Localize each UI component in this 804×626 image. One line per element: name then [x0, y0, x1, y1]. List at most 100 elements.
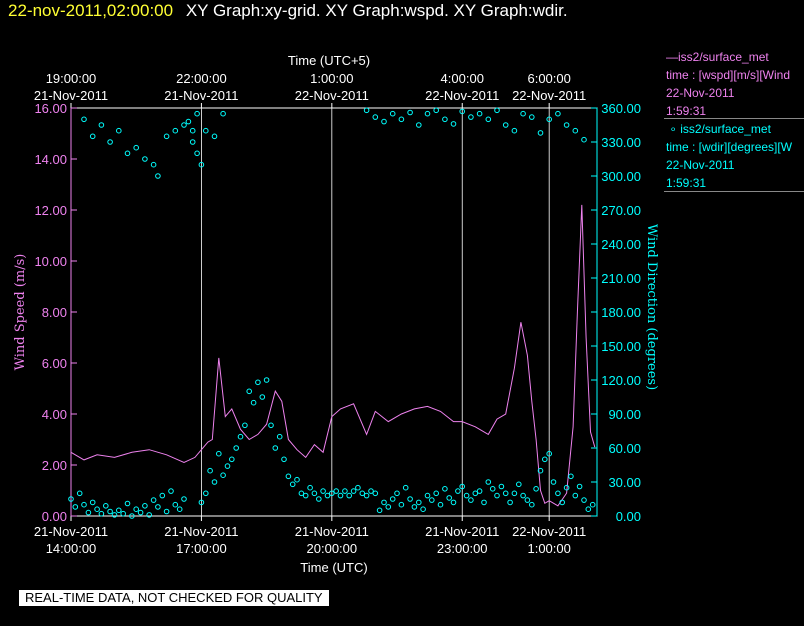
legend-wdir-name: ∘ iss2/surface_met [669, 122, 771, 136]
x-top-tick-label-time: 6:00:00 [527, 71, 570, 86]
wind-direction-point [389, 110, 396, 117]
y-right-tick-label: 270.00 [601, 203, 641, 218]
circle-marker-icon: ∘ [669, 122, 677, 136]
y-left-axis-title: Wind Speed (m/s) [13, 254, 28, 371]
wind-direction-point [394, 490, 400, 497]
wind-direction-point [511, 127, 518, 134]
wind-direction-point [537, 130, 544, 136]
x-top-tick-label-date: 21-Nov-2011 [34, 88, 108, 103]
x-tick-label-date: 21-Nov-2011 [295, 524, 369, 539]
wind-direction-point [485, 479, 492, 485]
wind-direction-point [146, 512, 152, 518]
y-left-tick-label: 2.00 [42, 458, 67, 473]
x-tick-label-time: 14:00:00 [46, 541, 97, 556]
wind-direction-point [242, 422, 248, 429]
x-tick-label-date: 21-Nov-2011 [164, 524, 238, 539]
wind-direction-point [176, 506, 183, 513]
wind-direction-point [229, 456, 235, 463]
wind-direction-point [285, 473, 292, 480]
wind-direction-point [337, 492, 344, 499]
y-left-tick-label: 4.00 [42, 407, 67, 422]
wind-direction-point [302, 492, 309, 499]
wind-direction-point [150, 161, 157, 168]
x-top-tick-label-time: 4:00:00 [441, 71, 484, 86]
legend-entry-wspd: —iss2/surface_met time : [wspd][m/s][Win… [666, 48, 804, 120]
wind-direction-point [163, 508, 170, 515]
wind-direction-point [185, 118, 192, 125]
wind-direction-point [568, 473, 574, 480]
wind-direction-point [581, 497, 587, 503]
wind-direction-point [442, 116, 448, 123]
wind-direction-point [372, 114, 379, 120]
wind-direction-point [294, 476, 300, 483]
y-right-tick-label: 120.00 [601, 373, 641, 388]
legend-wspd-name: —iss2/surface_met [666, 50, 769, 64]
x-top-tick-label-time: 19:00:00 [46, 71, 97, 86]
wind-direction-point [585, 506, 592, 513]
wind-direction-point [68, 496, 74, 502]
legend-wspd-time: 1:59:31 [666, 104, 707, 118]
wind-direction-point [476, 110, 483, 117]
legend-wdir-var: time : [wdir][degrees][W [666, 140, 793, 154]
quality-disclaimer: REAL-TIME DATA, NOT CHECKED FOR QUALITY [19, 590, 329, 606]
wind-direction-point [298, 490, 305, 497]
x-tick-label-date: 21-Nov-2011 [34, 524, 108, 539]
wind-direction-point [316, 496, 322, 502]
graph-header: 22-nov-2011,02:00:00 XY Graph:xy-grid. X… [8, 1, 568, 21]
wind-direction-point [181, 496, 187, 502]
wind-direction-point [181, 122, 187, 128]
wind-direction-point [142, 503, 148, 509]
wind-direction-point [124, 150, 131, 157]
wind-direction-point [320, 488, 326, 494]
wind-direction-point [311, 490, 318, 497]
timestamp: 22-nov-2011,02:00:00 [8, 1, 174, 20]
wind-direction-point [76, 490, 83, 497]
wind-direction-point [116, 127, 122, 134]
wind-direction-point [529, 114, 535, 120]
wind-direction-point [233, 445, 239, 451]
wind-direction-point [433, 490, 440, 497]
wind-direction-point [450, 499, 457, 506]
wind-direction-point [533, 486, 539, 492]
wind-direction-point [276, 433, 283, 440]
wind-direction-point [237, 433, 244, 440]
wind-direction-point [107, 508, 113, 515]
wind-direction-point [363, 492, 370, 499]
wind-direction-point [507, 499, 513, 506]
y-left-tick-label: 0.00 [42, 509, 67, 524]
wind-direction-point [207, 467, 213, 474]
x-tick-label-time: 23:00:00 [437, 541, 488, 556]
wind-direction-point [111, 512, 118, 518]
wind-direction-point [198, 499, 205, 506]
wind-direction-point [420, 506, 426, 513]
wind-direction-point [272, 445, 279, 451]
wind-direction-point [246, 388, 252, 395]
wind-direction-point [194, 150, 200, 157]
wind-direction-point [550, 479, 557, 485]
wind-direction-point [476, 488, 483, 494]
wind-direction-point [124, 500, 131, 507]
y-right-tick-label: 210.00 [601, 271, 641, 286]
wind-direction-point [220, 110, 226, 117]
wind-direction-point [103, 503, 109, 509]
wind-direction-point [172, 127, 179, 134]
wind-direction-point [142, 156, 148, 162]
wind-direction-point [85, 509, 92, 516]
y-left-tick-label: 8.00 [42, 305, 67, 320]
wind-direction-point [542, 456, 548, 463]
y-right-tick-label: 360.00 [601, 101, 641, 116]
wind-direction-point [216, 450, 222, 457]
wind-direction-point [163, 133, 170, 140]
x-axis-title-top: Time (UTC+5) [288, 53, 370, 68]
wind-direction-point [385, 504, 392, 510]
wind-direction-point [424, 492, 431, 499]
wind-direction-point [324, 492, 331, 499]
y-right-tick-label: 240.00 [601, 237, 641, 252]
wind-direction-point [424, 110, 431, 117]
x-tick-label-time: 20:00:00 [307, 541, 358, 556]
wind-direction-point [524, 497, 531, 503]
wind-direction-point [555, 110, 561, 117]
wind-direction-point [416, 499, 422, 506]
legend-divider [664, 191, 804, 192]
